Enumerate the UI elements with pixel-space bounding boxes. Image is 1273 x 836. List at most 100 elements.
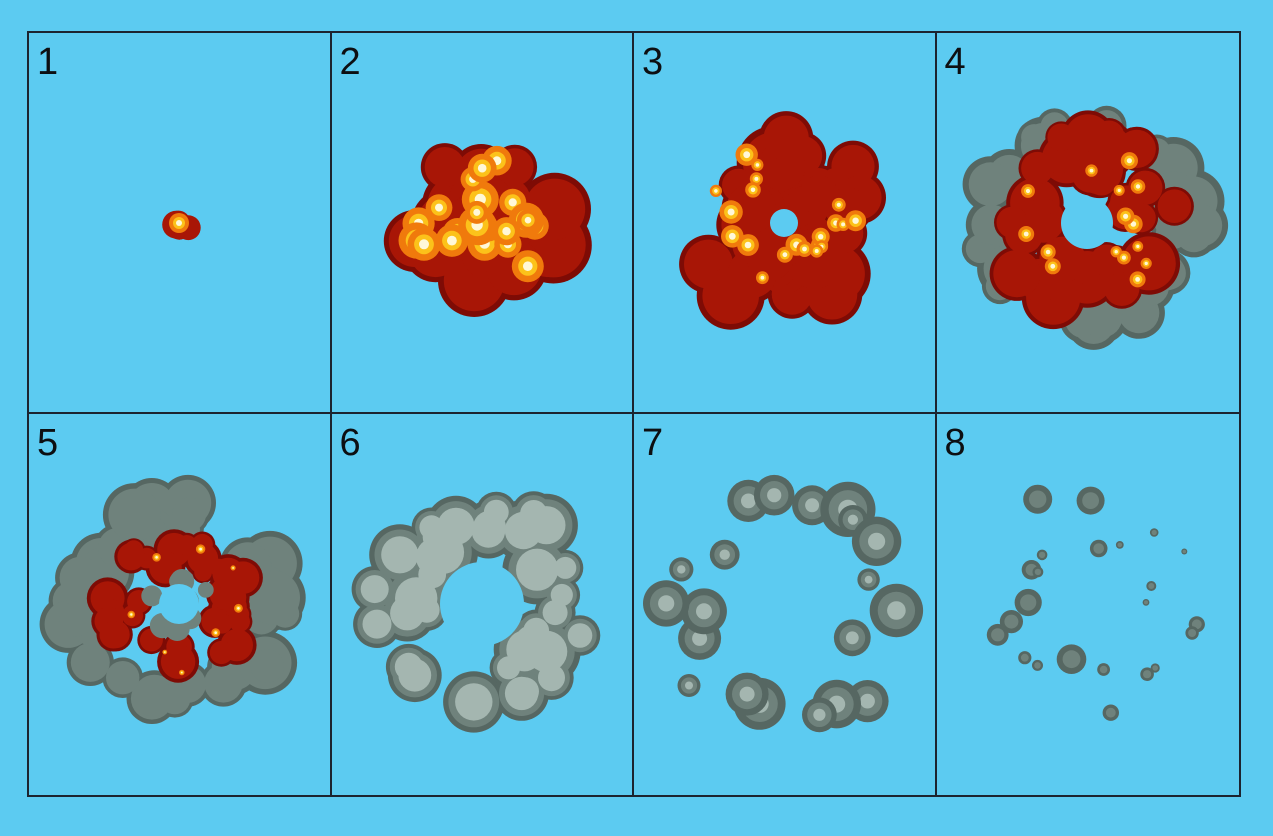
ember — [1135, 184, 1140, 189]
ember — [1114, 250, 1118, 254]
frame-3: 3 — [634, 33, 937, 414]
ember — [1126, 158, 1132, 164]
frame-number: 2 — [339, 41, 361, 83]
fire-blob — [726, 183, 776, 234]
ember — [446, 235, 457, 246]
smoke-puff — [813, 708, 826, 721]
ember — [508, 198, 517, 207]
ember — [836, 202, 841, 207]
smoke-blob — [70, 642, 110, 682]
smoke-puff — [1187, 629, 1196, 637]
smoke-blob — [505, 630, 545, 669]
ember — [818, 234, 824, 240]
smoke-puff — [1105, 707, 1116, 718]
smoke-puff — [1033, 662, 1041, 669]
ember — [727, 208, 735, 216]
smoke-blob — [204, 664, 243, 703]
frame-number: 7 — [642, 422, 664, 464]
fire-blob — [763, 115, 809, 161]
smoke-blob — [172, 497, 206, 532]
smoke-puff — [1092, 543, 1104, 554]
smoke-puff — [1143, 600, 1148, 605]
ember — [214, 631, 217, 634]
smoke-blob — [108, 488, 161, 541]
ember — [1130, 221, 1136, 227]
frame-2: 2 — [331, 33, 634, 414]
smoke-puff — [1151, 529, 1157, 536]
smoke-blob — [454, 683, 492, 721]
explosion-sprite-4 — [961, 105, 1228, 350]
ember — [782, 252, 788, 258]
fire-blob — [117, 542, 145, 571]
smoke-blob — [515, 548, 558, 591]
smoke-blob — [567, 623, 592, 648]
smoke-blob — [472, 510, 506, 544]
fire-blob — [212, 557, 245, 590]
frame-8: 8 — [937, 414, 1240, 795]
frame-number: 3 — [642, 41, 664, 83]
smoke-puff — [845, 631, 859, 645]
ember — [743, 151, 751, 159]
smoke-puff — [658, 595, 675, 612]
smoke-blob — [360, 575, 389, 604]
smoke-puff — [1028, 490, 1046, 508]
smoke-puff — [1038, 551, 1045, 559]
ember — [1135, 244, 1139, 248]
smoke-puff — [1019, 594, 1036, 611]
smoke-blob — [537, 664, 565, 692]
frame-number: 4 — [944, 41, 966, 83]
smoke-puff — [1117, 542, 1122, 548]
smoke-puff — [1182, 549, 1186, 554]
ember — [477, 163, 486, 173]
smoke-puff — [1081, 492, 1099, 509]
smoke-blob — [106, 661, 140, 695]
smoke-puff — [685, 681, 693, 690]
frame-6: 6 — [332, 414, 634, 795]
smoke-puff — [1020, 653, 1029, 662]
fire-blob — [229, 611, 251, 632]
smoke-puff — [1003, 614, 1018, 629]
center-hole — [159, 584, 199, 624]
smoke-blob — [422, 520, 456, 554]
ember — [1025, 188, 1030, 194]
smoke-puff — [696, 603, 712, 620]
smoke-puff — [805, 498, 820, 513]
ember — [164, 651, 166, 653]
fire-blob — [992, 250, 1040, 298]
fire-blob — [194, 563, 213, 582]
smoke-blob — [542, 600, 568, 626]
frame-number: 6 — [339, 422, 361, 464]
ember — [760, 275, 765, 280]
ember — [852, 217, 859, 224]
smoke-puff — [719, 549, 730, 560]
smoke-blob — [58, 601, 94, 637]
ember — [237, 607, 240, 610]
fire-blob — [799, 175, 839, 215]
smoke-puff — [1147, 583, 1154, 589]
ember — [750, 187, 756, 193]
center-hole — [439, 562, 524, 646]
smoke-puff — [860, 693, 875, 709]
ember — [1121, 255, 1126, 260]
frame-7: 7 — [634, 414, 937, 795]
smoke-blob — [389, 596, 424, 631]
fire-blob — [1157, 189, 1191, 223]
frame-5: 5 — [29, 414, 332, 795]
center-hole — [770, 209, 798, 237]
smoke-blob — [250, 649, 285, 683]
fire-blob — [209, 640, 233, 665]
ember — [1134, 277, 1140, 282]
ember — [1144, 261, 1148, 266]
fire-blob — [424, 147, 465, 188]
ember — [155, 556, 158, 559]
smoke-puff — [1142, 670, 1151, 679]
smoke-blob — [504, 676, 538, 711]
ember — [754, 176, 759, 181]
ember — [434, 203, 443, 212]
smoke-blob — [141, 585, 163, 607]
frame-number: 1 — [37, 41, 59, 83]
ember — [418, 239, 429, 250]
fire-blob — [99, 621, 127, 649]
fire-blob — [176, 535, 198, 556]
smoke-puff — [741, 493, 756, 509]
